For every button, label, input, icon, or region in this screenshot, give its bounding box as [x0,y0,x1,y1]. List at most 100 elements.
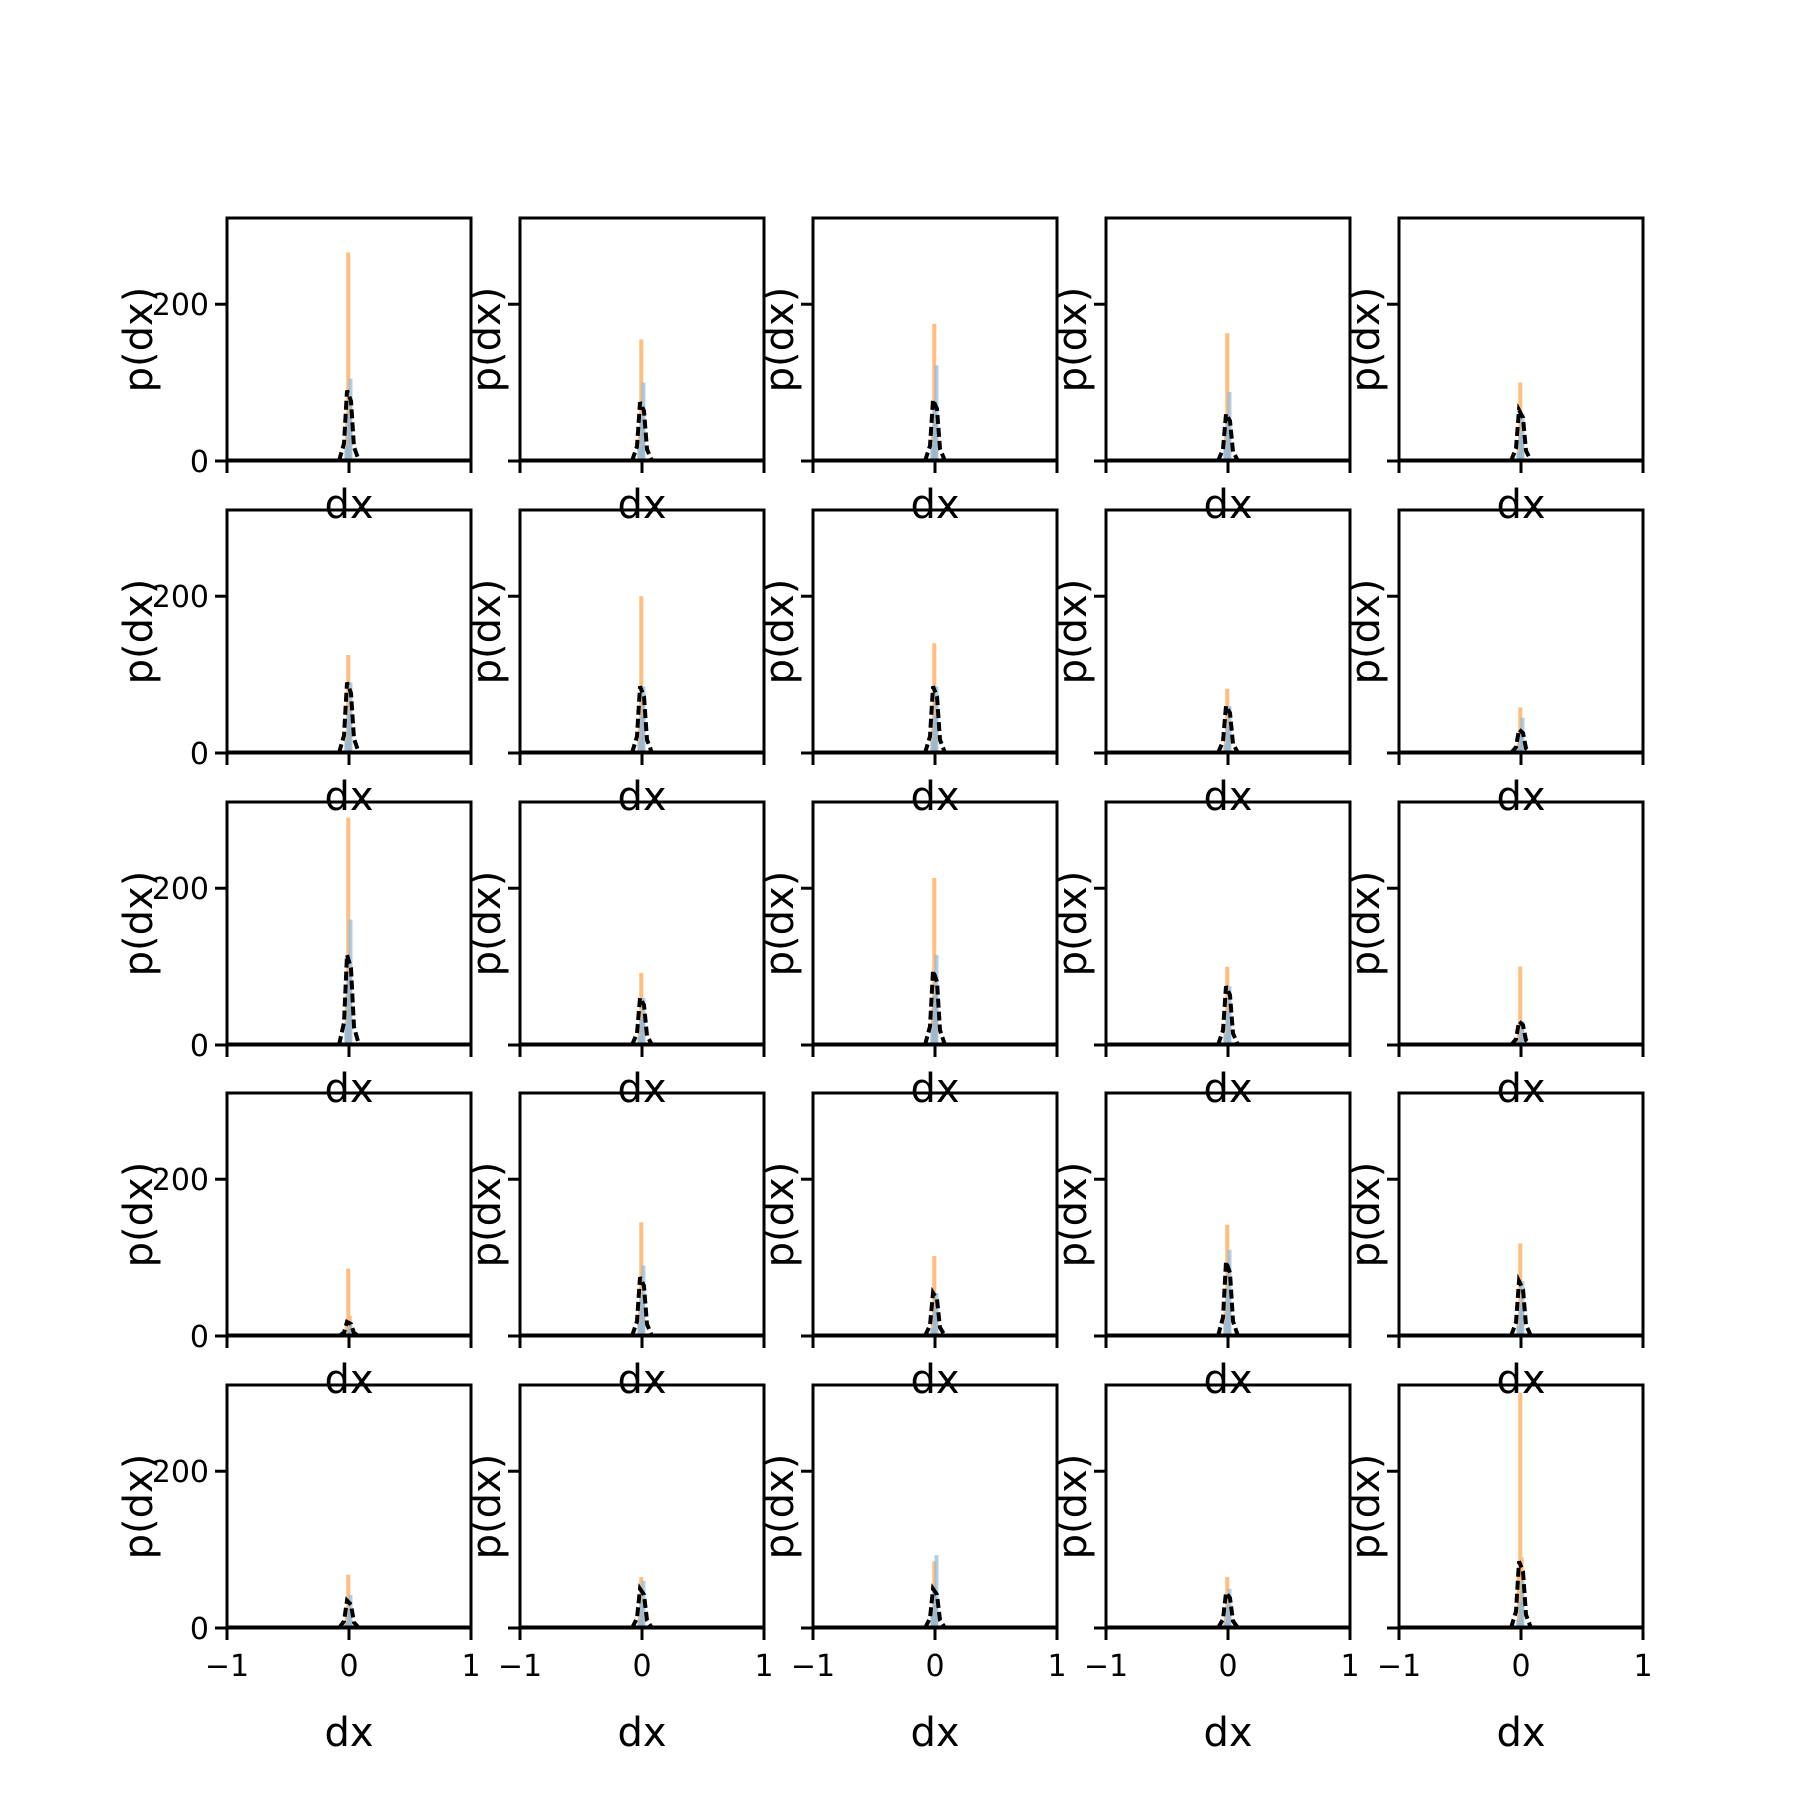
reference-curve [630,401,654,462]
panel-1-5: dx p(dx) [1343,216,1645,528]
x-tick-label: −1 [1084,1649,1128,1684]
blue-bar [1518,1032,1523,1045]
y-tick-label: 200 [152,1163,209,1198]
y-axis-label: p(dx) [116,579,162,685]
y-tick-label: 0 [190,1320,209,1355]
orange-bar [1225,333,1230,461]
x-tick-label: 0 [1511,1649,1530,1684]
orange-bar [346,1268,351,1336]
blue-bar [1518,1602,1523,1628]
blue-bar [1225,423,1230,461]
panel-1-2: dx p(dx) [464,216,766,528]
blue-bar [930,1614,935,1628]
reference-curve [337,681,361,754]
reference-curve [1216,985,1240,1046]
reference-curve [1509,402,1533,462]
panel-1-3: dx p(dx) [757,216,1059,528]
orange-bar [1225,1577,1230,1628]
blue-bar [346,415,351,461]
blue-bar [346,1609,351,1628]
panel-5-4: −1 0 1 dx p(dx) [1050,1383,1360,1756]
y-axis-label: p(dx) [116,1162,162,1268]
panel-1-1: 0 200 dx p(dx) [116,216,473,528]
x-axis-label: dx [1203,482,1252,528]
panel-2-2: dx p(dx) [464,508,766,820]
orange-bar [1518,382,1523,461]
reference-curve [1216,1260,1240,1337]
blue-bar [637,1323,642,1336]
panel-3-3: dx p(dx) [757,800,1059,1112]
y-axis-label: p(dx) [1050,871,1096,977]
panel-5-5: −1 0 1 dx p(dx) [1343,1383,1653,1756]
panel-5-3: −1 0 1 dx p(dx) [757,1383,1067,1756]
reference-curve [1216,699,1240,754]
x-axis-label: dx [324,1357,373,1403]
reference-curve [337,1596,361,1630]
blue-bar [932,408,937,461]
orange-bar [639,596,644,753]
blue-bar [1516,452,1521,461]
blue-bar [930,1028,935,1045]
y-axis-label: p(dx) [757,287,803,393]
orange-bar [1518,966,1523,1045]
blue-bar [639,417,644,461]
x-axis-label: dx [1496,482,1545,528]
blue-bar [1223,448,1228,461]
blue-bar [932,1587,937,1628]
orange-bar [1225,688,1230,753]
x-tick-label: 1 [1047,1649,1066,1684]
x-axis-label: dx [1203,1357,1252,1403]
x-axis-label: dx [324,1710,373,1756]
blue-bar [344,1622,349,1628]
reference-curve [337,389,361,462]
x-axis-label: dx [1496,774,1545,820]
y-axis-label: p(dx) [1050,1454,1096,1560]
panels-layer: 0200dxp(dx)dxp(dx)dxp(dx)dxp(dx)dxp(dx)0… [116,216,1653,1756]
y-axis-label: p(dx) [757,871,803,977]
y-axis-label: p(dx) [1050,1162,1096,1268]
x-axis-label: dx [910,1357,959,1403]
blue-bar [1223,1320,1228,1336]
x-tick-label: −1 [791,1649,835,1684]
panel-2-4: dx p(dx) [1050,508,1352,820]
x-axis-label: dx [910,1066,959,1112]
blue-bar [639,1297,644,1336]
reference-curve [923,969,947,1046]
blue-bar [1225,727,1230,753]
y-axis-label: p(dx) [464,1162,510,1268]
blue-bar [637,1619,642,1628]
reference-curve [630,685,654,754]
panel-4-2: dx p(dx) [464,1091,766,1403]
x-axis-label: dx [617,1357,666,1403]
blue-bar [1223,1034,1228,1045]
reference-curve [1216,407,1240,462]
y-axis-label: p(dx) [1343,1454,1389,1560]
orange-bar [1518,1392,1523,1628]
reference-curve [923,685,947,754]
reference-curve [630,1276,654,1337]
orange-bar [932,878,937,1045]
x-axis-label: dx [1203,774,1252,820]
x-tick-label: 1 [754,1649,773,1684]
y-axis-label: p(dx) [116,1454,162,1560]
reference-curve [1509,1560,1533,1629]
blue-bar [1516,1619,1521,1628]
panel-5-2: −1 0 1 dx p(dx) [464,1383,774,1756]
panel-3-4: dx p(dx) [1050,800,1352,1112]
blue-bar [1518,1305,1523,1336]
x-axis-label: dx [617,1066,666,1112]
x-axis-label: dx [1203,1710,1252,1756]
y-tick-label: 0 [190,1029,209,1064]
reference-curve [923,1583,947,1630]
blue-bar [1225,1606,1230,1628]
blue-bar [639,1019,644,1045]
panel-4-5: dxp(dx) [1343,1091,1645,1403]
reference-curve [337,954,361,1046]
y-axis-label: p(dx) [464,1454,510,1560]
x-tick-label: 1 [1340,1649,1359,1684]
panel-3-1: 0 200 dx p(dx) [116,800,473,1112]
x-axis-label: dx [1496,1066,1545,1112]
orange-bar [932,323,937,461]
blue-bar [637,741,642,753]
